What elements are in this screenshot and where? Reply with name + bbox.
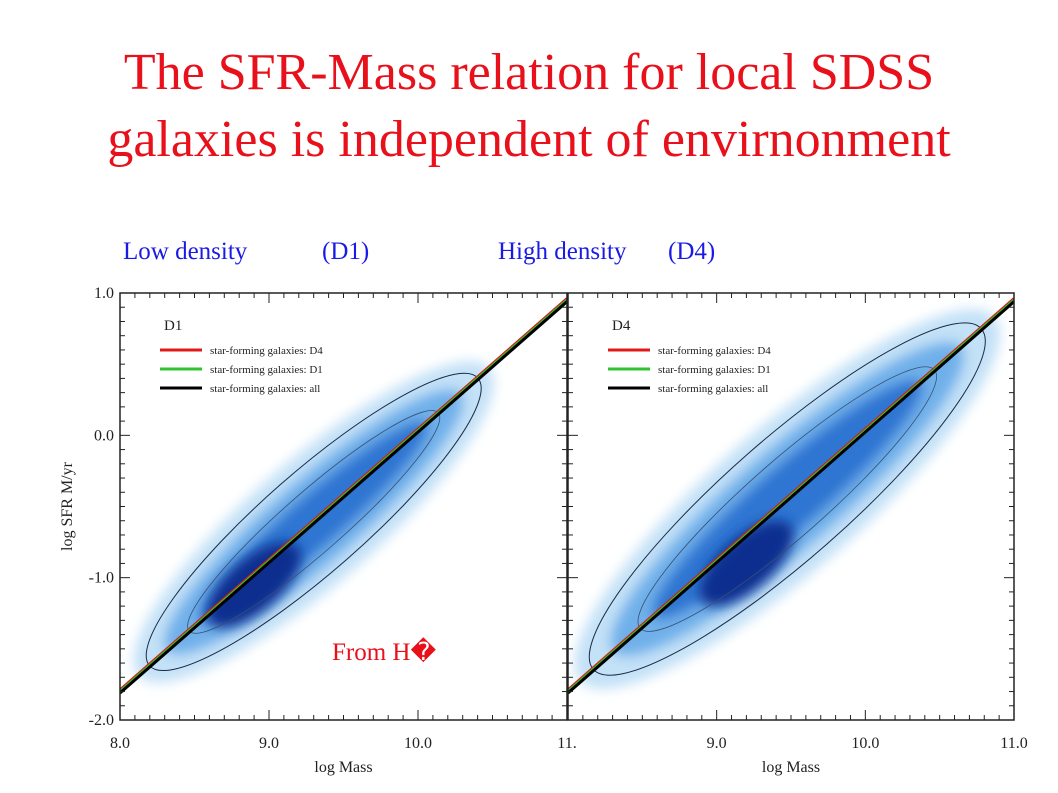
x-tick-label: 9.0	[707, 735, 727, 752]
legend-entry: star-forming galaxies: D1	[210, 364, 323, 376]
fit-line-all	[568, 300, 1014, 695]
x-tick-label: 9.0	[259, 735, 279, 752]
y-tick-label: 1.0	[94, 285, 114, 302]
y-tick-label: -2.0	[89, 712, 114, 729]
legend-entry: star-forming galaxies: all	[210, 383, 320, 395]
slide-title-line-1: The SFR-Mass relation for local SDSS	[123, 44, 935, 101]
x-axis-label: log Mass	[762, 759, 820, 776]
high-density-label: High density	[498, 238, 627, 265]
panel-label: D4	[612, 318, 631, 334]
y-tick-label: -1.0	[89, 570, 114, 587]
legend-entry: star-forming galaxies: all	[658, 383, 768, 395]
y-tick-label: 0.0	[94, 427, 114, 444]
x-tick-label: 8.0	[110, 735, 130, 752]
sfr-mass-figure: 8.0 9.0 10.0 11. 1.0 0.0 -1.0 -2.0 log Mass log S…	[59, 285, 1028, 776]
density-peak	[699, 520, 794, 607]
plot-area	[568, 293, 1014, 720]
panel-d1: 8.0 9.0 10.0 11. 1.0 0.0 -1.0 -2.0 log Mass log S…	[59, 285, 577, 776]
slide-title-line-2: galaxies is independent of envirnonment	[107, 111, 951, 168]
y-axis-label: log SFR M/yr	[59, 461, 76, 551]
x-tick-label: 10.0	[851, 735, 879, 752]
high-density-code: (D4)	[668, 238, 716, 265]
panel-label: D1	[164, 318, 182, 334]
from-halpha-annotation: From H�	[332, 639, 437, 666]
x-tick-label: 11.	[557, 735, 576, 752]
low-density-code: (D1)	[322, 238, 370, 265]
panel-d4: 9.0 10.0 11.0 log Mass D4 star-forming galaxi…	[567, 292, 1028, 776]
x-axis-label: log Mass	[314, 759, 372, 776]
low-density-label: Low density	[123, 238, 248, 265]
plot-area	[120, 293, 567, 720]
x-tick-label: 11.0	[1000, 735, 1027, 752]
legend-entry: star-forming galaxies: D1	[658, 364, 771, 376]
legend-entry: star-forming galaxies: D4	[210, 345, 323, 357]
x-tick-label: 10.0	[404, 735, 432, 752]
density-peak	[207, 541, 301, 628]
legend-entry: star-forming galaxies: D4	[658, 345, 771, 357]
fit-line-all	[120, 300, 567, 695]
